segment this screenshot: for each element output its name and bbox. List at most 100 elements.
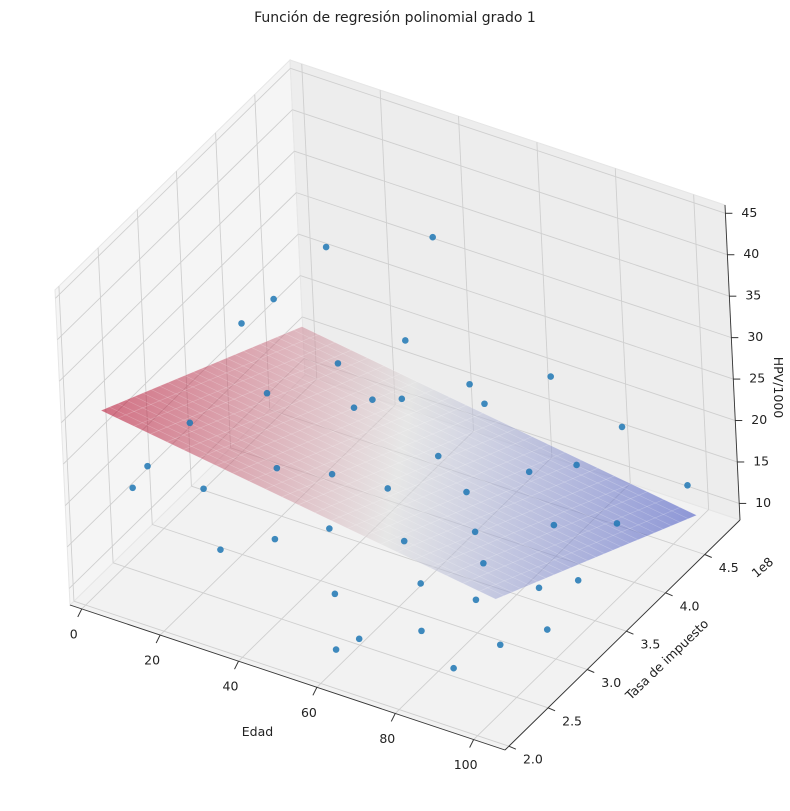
z-tick-label: 40 bbox=[743, 246, 759, 261]
grid-line bbox=[298, 233, 734, 380]
grid-line bbox=[294, 150, 730, 297]
y-tick bbox=[626, 630, 634, 635]
surface-mesh bbox=[413, 475, 615, 561]
data-point bbox=[384, 485, 392, 492]
surface-mesh bbox=[446, 491, 648, 576]
data-point bbox=[200, 485, 207, 493]
grid-line bbox=[302, 316, 738, 463]
data-point bbox=[144, 462, 151, 470]
data-point bbox=[434, 452, 442, 460]
data-point bbox=[496, 641, 504, 649]
z-tick-label: 10 bbox=[755, 495, 771, 510]
surface-mesh bbox=[276, 336, 672, 527]
data-point bbox=[574, 577, 582, 584]
grid-line bbox=[112, 562, 549, 709]
z-tick-label: 20 bbox=[751, 412, 767, 427]
z-tick-label: 15 bbox=[753, 453, 769, 468]
data-point bbox=[355, 635, 363, 643]
data-point bbox=[270, 295, 277, 303]
y-tick-label: 3.0 bbox=[601, 675, 621, 690]
y-tick-label: 4.5 bbox=[719, 560, 739, 575]
grid-line bbox=[300, 275, 736, 421]
grid-line bbox=[191, 485, 627, 632]
y-tick bbox=[508, 745, 517, 750]
surface-mesh bbox=[259, 343, 655, 533]
z-tick-label: 30 bbox=[747, 329, 763, 344]
data-point bbox=[331, 590, 339, 598]
surface-mesh bbox=[281, 412, 483, 498]
z-tick-label: 45 bbox=[741, 205, 757, 220]
data-point bbox=[263, 389, 271, 397]
chart-title: Función de regresión polinomial grado 1 bbox=[254, 10, 536, 26]
grid-line bbox=[136, 209, 153, 525]
surface-mesh bbox=[268, 340, 664, 530]
y-axis-label: Tasa de impuesto bbox=[622, 616, 712, 703]
surface-mesh bbox=[285, 333, 681, 523]
surface-mesh bbox=[167, 382, 563, 572]
surface-mesh bbox=[176, 378, 572, 568]
surface-mesh bbox=[199, 373, 401, 458]
data-point bbox=[481, 400, 488, 408]
surface-mesh bbox=[265, 404, 467, 490]
data-point bbox=[613, 520, 621, 527]
grid-line bbox=[614, 168, 631, 484]
data-point bbox=[350, 404, 358, 412]
grid-line bbox=[693, 194, 710, 510]
surface-mesh bbox=[495, 514, 697, 600]
data-point bbox=[573, 461, 580, 469]
surface-mesh bbox=[396, 467, 599, 553]
surface-mesh bbox=[298, 420, 500, 506]
y-offset-label: 1e8 bbox=[748, 554, 776, 581]
grid-line bbox=[97, 247, 114, 563]
z-tick-label: 35 bbox=[745, 288, 761, 303]
z-axis-label: HPV/1000 bbox=[771, 357, 786, 419]
grid-line bbox=[62, 233, 299, 465]
data-point bbox=[684, 481, 691, 489]
grid-line bbox=[58, 286, 75, 602]
data-point bbox=[618, 423, 626, 431]
grid-line bbox=[57, 109, 293, 341]
data-point bbox=[369, 396, 376, 403]
surface-mesh bbox=[301, 326, 697, 516]
surface-mesh bbox=[100, 410, 496, 600]
x-tick bbox=[312, 687, 318, 696]
y-tick bbox=[587, 669, 595, 673]
data-point bbox=[472, 596, 480, 604]
data-point bbox=[547, 373, 554, 380]
surface-mesh bbox=[243, 350, 639, 540]
surface-mesh bbox=[218, 361, 614, 551]
x-tick-label: 80 bbox=[379, 731, 395, 746]
surface-mesh bbox=[166, 357, 368, 443]
data-point bbox=[525, 468, 533, 476]
x-tick bbox=[234, 660, 239, 670]
x-tick-label: 40 bbox=[223, 679, 239, 694]
data-point bbox=[398, 395, 406, 403]
surface-mesh bbox=[117, 334, 319, 419]
grid-line bbox=[473, 509, 709, 740]
x-tick-label: 60 bbox=[301, 705, 317, 720]
data-point bbox=[463, 488, 470, 496]
surface-mesh bbox=[109, 406, 505, 596]
surface-mesh bbox=[234, 354, 630, 544]
axis-line bbox=[504, 519, 741, 751]
y-tick bbox=[665, 592, 673, 597]
surface-mesh bbox=[159, 385, 555, 575]
grid-line bbox=[301, 63, 318, 379]
grid-line bbox=[292, 109, 728, 256]
surface-mesh bbox=[293, 329, 689, 520]
surface-mesh bbox=[248, 397, 451, 482]
surface-mesh bbox=[462, 499, 664, 584]
data-point bbox=[450, 664, 457, 672]
x-tick-label: 20 bbox=[144, 653, 160, 668]
data-point bbox=[326, 525, 333, 532]
y-tick bbox=[547, 707, 556, 712]
surface-mesh bbox=[142, 392, 538, 582]
x-axis-label: Edad bbox=[242, 724, 273, 739]
surface-mesh bbox=[151, 389, 547, 579]
grid-line bbox=[536, 142, 553, 458]
surface-mesh bbox=[215, 381, 418, 466]
x-tick bbox=[77, 608, 83, 618]
surface-mesh bbox=[125, 399, 521, 589]
regression-surface bbox=[101, 326, 697, 600]
data-point bbox=[535, 584, 543, 592]
